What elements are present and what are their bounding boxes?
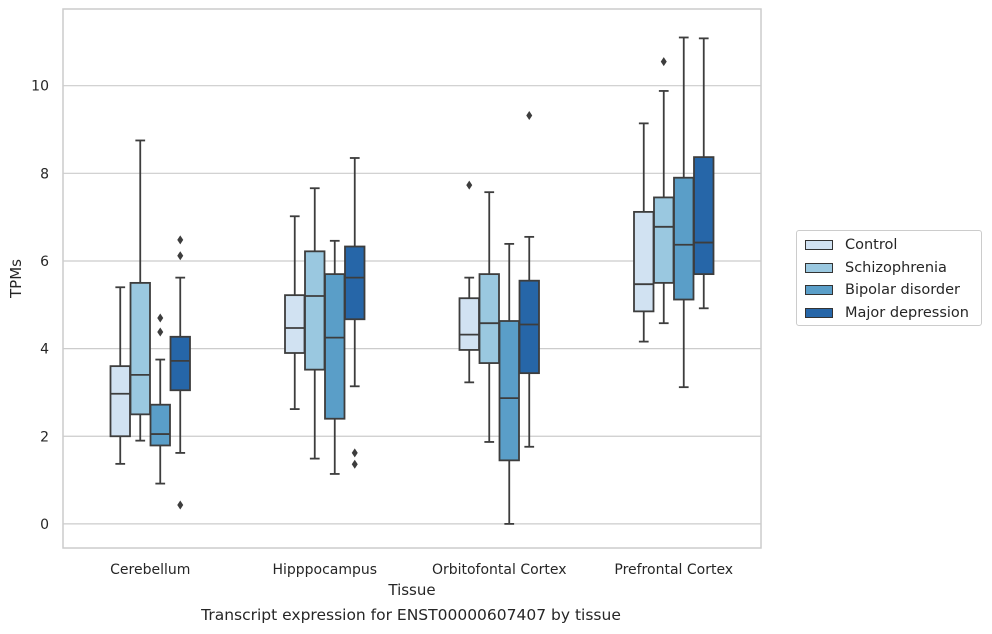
box bbox=[633, 210, 655, 313]
outlier-point bbox=[177, 251, 184, 261]
legend-label: Major depression bbox=[845, 304, 969, 321]
outlier-point bbox=[351, 448, 358, 458]
legend-item-control: Control bbox=[805, 234, 981, 257]
box bbox=[344, 245, 366, 321]
outlier-point bbox=[177, 235, 184, 245]
legend-label: Bipolar disorder bbox=[845, 282, 960, 299]
x-axis-title: Tissue bbox=[387, 581, 435, 599]
legend-item-bipolar-disorder: Bipolar disorder bbox=[805, 279, 981, 302]
legend-swatch bbox=[805, 307, 833, 318]
box bbox=[693, 156, 715, 276]
box bbox=[673, 176, 695, 301]
chart-caption: Transcript expression for ENST0000060740… bbox=[201, 606, 621, 624]
outlier-point bbox=[660, 57, 667, 67]
y-tick-label: 6 bbox=[40, 254, 49, 270]
x-tick-label: Hipppocampus bbox=[272, 562, 377, 578]
legend: Control Schizophrenia Bipolar disorder M… bbox=[796, 230, 982, 326]
outlier-point bbox=[157, 327, 164, 337]
outlier-point bbox=[351, 459, 358, 469]
outlier-point bbox=[157, 313, 164, 323]
box bbox=[109, 365, 131, 438]
x-tick-label: Cerebellum bbox=[110, 562, 190, 578]
box bbox=[458, 297, 480, 351]
box bbox=[498, 320, 520, 462]
plot-frame bbox=[62, 8, 762, 549]
x-tick-label: Orbitofontal Cortex bbox=[432, 562, 567, 578]
y-tick-label: 0 bbox=[40, 517, 49, 533]
box bbox=[149, 403, 171, 447]
box bbox=[129, 281, 151, 416]
legend-swatch bbox=[805, 262, 833, 273]
box bbox=[478, 273, 500, 364]
y-tick-label: 8 bbox=[40, 166, 49, 182]
legend-swatch bbox=[805, 285, 833, 296]
x-tick-label: Prefrontal Cortex bbox=[614, 562, 733, 578]
box bbox=[169, 335, 191, 392]
outlier-point bbox=[466, 180, 473, 190]
box bbox=[304, 250, 326, 371]
box bbox=[284, 294, 306, 354]
box bbox=[653, 196, 675, 284]
legend-item-major-depression: Major depression bbox=[805, 302, 981, 325]
box bbox=[518, 279, 540, 375]
y-axis-title: TPMs bbox=[7, 259, 25, 299]
legend-label: Schizophrenia bbox=[845, 259, 947, 276]
legend-label: Control bbox=[845, 237, 898, 254]
y-tick-label: 10 bbox=[31, 79, 49, 95]
outlier-point bbox=[526, 110, 533, 120]
legend-swatch bbox=[805, 240, 833, 251]
y-tick-label: 2 bbox=[40, 429, 49, 445]
outlier-point bbox=[177, 500, 184, 510]
y-tick-label: 4 bbox=[40, 342, 49, 358]
box bbox=[324, 273, 346, 420]
legend-item-schizophrenia: Schizophrenia bbox=[805, 257, 981, 280]
